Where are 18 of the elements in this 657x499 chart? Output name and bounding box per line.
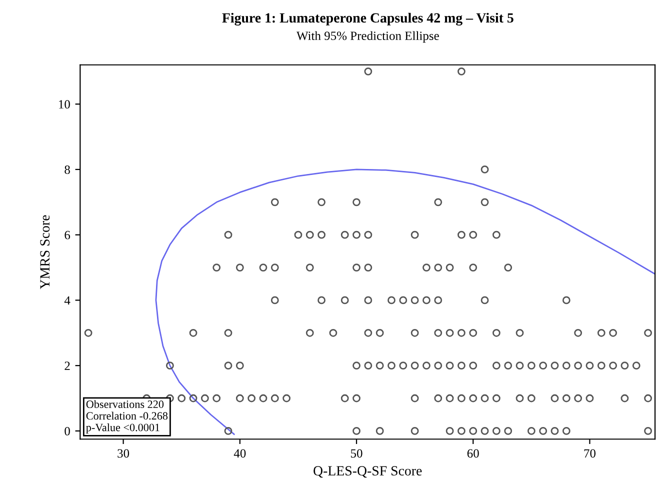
y-tick-label: 2: [64, 362, 70, 370]
chart-subtitle: With 95% Prediction Ellipse: [296, 31, 439, 43]
y-axis-title: YMRS Score: [40, 215, 50, 290]
x-tick-label: 60: [467, 449, 479, 458]
y-tick-label: 6: [64, 230, 70, 240]
x-axis-title: Q-LES-Q-SF Score: [314, 466, 422, 478]
x-tick-label: 40: [234, 449, 246, 458]
chart-title: Figure 1: Lumateperone Capsules 42 mg – Visit 5: [222, 12, 514, 26]
x-tick-label: 70: [584, 449, 596, 458]
x-tick-label: 30: [118, 449, 130, 458]
x-tick-label: 50: [350, 449, 362, 458]
annotation: p-Value <0.0001: [86, 423, 160, 434]
y-tick-label: 4: [64, 296, 70, 305]
y-tick-label: 0: [64, 426, 70, 436]
annotation: Observations 220: [86, 400, 164, 408]
y-tick-label: 10: [59, 100, 70, 109]
annotation: Correlation -0.268: [86, 412, 168, 420]
y-tick-label: 8: [64, 165, 70, 174]
